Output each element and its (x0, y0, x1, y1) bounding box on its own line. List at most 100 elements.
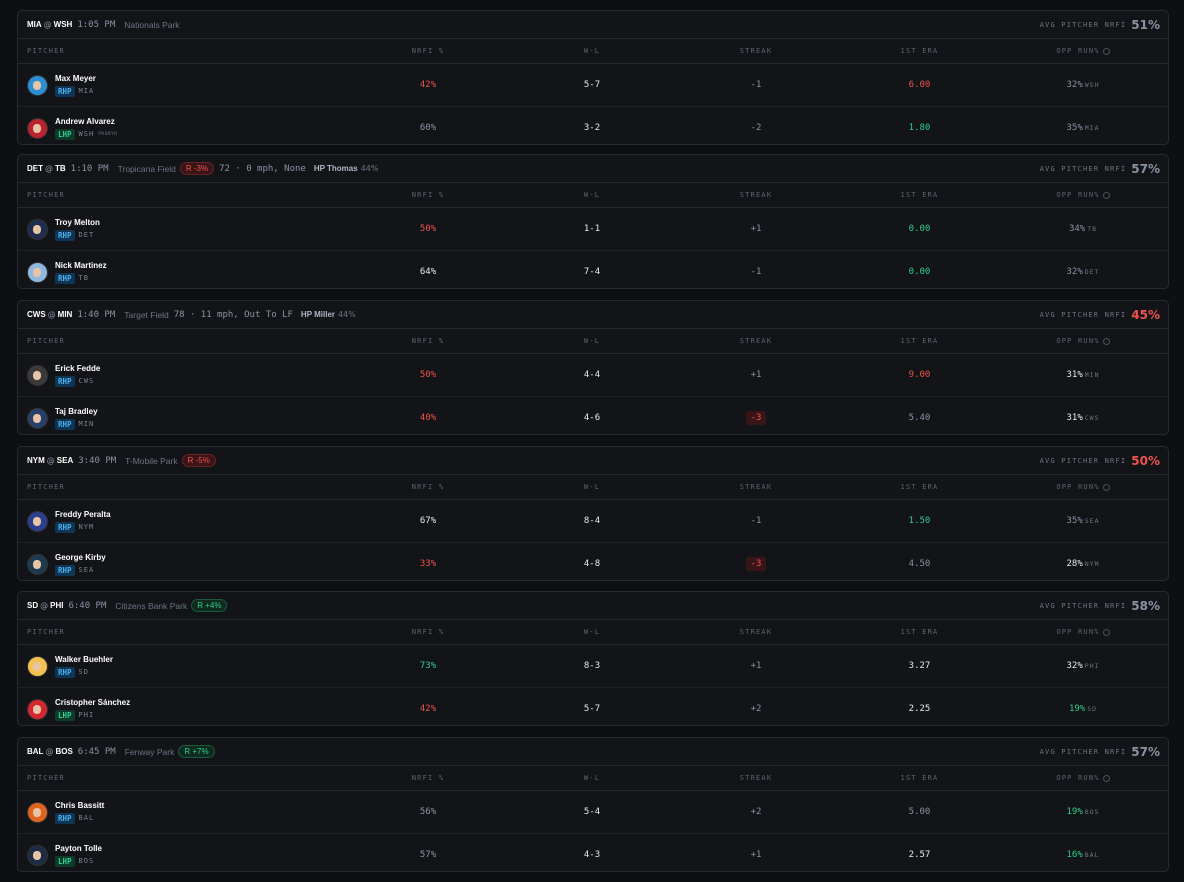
avg-label: AVG PITCHER NRFI (1039, 601, 1127, 610)
streak-cell: +1 (669, 661, 843, 671)
pitcher-team: SEA (78, 566, 95, 574)
nrfi-pct: 73% (419, 661, 437, 671)
game-header: NYM @ SEA 3:40 PM T-Mobile Park R -5% AVG PITC… (18, 447, 1168, 475)
hand-badge: RHP (55, 229, 75, 241)
era-cell: 0.00 (843, 267, 996, 277)
avg-value: 50% (1131, 453, 1160, 468)
ballpark: Tropicana Field (117, 163, 176, 174)
home-plate-umpire: HP Thomas (313, 164, 358, 173)
avatar (27, 553, 48, 575)
pitcher-sub: LHP PHI (55, 709, 130, 721)
pitcher-cell: Chris Bassitt RHP BAL (18, 801, 341, 824)
opp-run-pct: 19% (1066, 807, 1083, 817)
win-loss: 8-3 (583, 661, 601, 671)
wl-cell: 5-7 (515, 80, 669, 90)
wl-cell: 8-4 (515, 516, 669, 526)
pitcher-row: Payton Tolle LHP BOS 57% 4-3 +1 2.57 16% BAL (18, 833, 1168, 876)
pitcher-sub: RHP DET (55, 229, 100, 241)
pitcher-row: Cristopher Sánchez LHP PHI 42% 5-7 +2 2.25 19% S… (18, 687, 1168, 730)
opp-team: BOS (1084, 808, 1100, 816)
streak: -3 (745, 557, 767, 571)
pitcher-cell: Freddy Peralta RHP NYM (18, 510, 341, 533)
opp-cell: 31% MIN (996, 370, 1170, 380)
streak-cell: -3 (669, 411, 843, 425)
wl-cell: 1-1 (515, 224, 669, 234)
home-team: TB (55, 164, 66, 173)
umpire-pct: 44% (338, 310, 356, 319)
weather: 72 · 0 mph, None (219, 163, 306, 174)
umpire-pct: 44% (360, 164, 379, 173)
opp-run-pct: 32% (1066, 661, 1083, 671)
at-sign: @ (45, 747, 54, 756)
first-era: 2.25 (908, 704, 931, 714)
nrfi-cell: 50% (341, 370, 515, 380)
pitcher-info: Payton Tolle LHP BOS (55, 844, 102, 867)
streak: +1 (750, 370, 762, 380)
column-header: W-L (583, 337, 601, 345)
pitcher-row: Chris Bassitt RHP BAL 56% 5-4 +2 5.00 19% BOS (18, 791, 1168, 833)
opp-team: NYM (1084, 560, 1100, 568)
hand-badge: RHP (55, 272, 75, 284)
pitcher-sub: RHP BAL (55, 812, 104, 824)
nrfi-pct: 60% (419, 123, 437, 133)
avg-label: AVG PITCHER NRFI (1039, 20, 1127, 29)
pitcher-cell: Cristopher Sánchez LHP PHI (18, 698, 341, 721)
pitcher-sub: RHP SEA (55, 564, 106, 576)
home-team: MIN (57, 310, 73, 319)
game-card: CWS @ MIN 1:40 PM Target Field 78 · 11 mph, O… (17, 300, 1169, 435)
column-header: PITCHER (27, 628, 65, 636)
opp-run-pct: 31% (1066, 370, 1083, 380)
hand-badge: RHP (55, 375, 75, 387)
streak: +1 (750, 661, 762, 671)
nrfi-pct: 42% (419, 80, 437, 90)
wl-cell: 8-3 (515, 661, 669, 671)
column-header: 1ST ERA (900, 628, 939, 636)
pitcher-name: Cristopher Sánchez (55, 697, 131, 707)
at-sign: @ (45, 164, 53, 173)
era-cell: 5.40 (843, 413, 996, 423)
opp-team: DET (1084, 268, 1100, 276)
pitcher-team: WSH (78, 130, 95, 138)
home-team: BOS (55, 747, 73, 756)
column-header: NRFI % (411, 774, 445, 782)
pitcher-team: PHI (78, 711, 95, 719)
pitcher-sub: RHP SD (55, 666, 113, 678)
nrfi-pct: 40% (419, 413, 437, 423)
ballpark: T-Mobile Park (125, 455, 178, 466)
wl-cell: 3-2 (515, 123, 669, 133)
win-loss: 5-4 (583, 807, 601, 817)
pitcher-row: Taj Bradley RHP MIN 40% 4-6 -3 5.40 31% CWS (18, 396, 1168, 439)
win-loss: 5-7 (583, 80, 601, 90)
win-loss: 4-3 (583, 850, 601, 860)
column-headers: PITCHER NRFI % W-L STREAK 1ST ERA OPP RUN% (18, 766, 1168, 791)
info-icon (1102, 774, 1110, 782)
away-team: BAL (27, 747, 44, 756)
away-team: NYM (27, 456, 45, 465)
pitcher-team: CWS (78, 377, 95, 385)
umpire-badge: R +7% (178, 745, 215, 758)
column-header: OPP RUN% (996, 191, 1170, 199)
column-header: OPP RUN% (996, 47, 1170, 55)
avatar (27, 364, 48, 386)
streak-cell: +2 (669, 807, 843, 817)
wl-cell: 7-4 (515, 267, 669, 277)
avatar (27, 844, 48, 866)
home-team: WSH (53, 20, 73, 29)
opp-team: CWS (1084, 414, 1100, 422)
pitcher-cell: Andrew Alvarez LHP WSH PROBYR (18, 117, 341, 140)
game-header: MIA @ WSH 1:05 PM Nationals Park AVG PITCHER … (18, 11, 1168, 39)
game-time: 1:05 PM (77, 19, 116, 30)
win-loss: 5-7 (583, 704, 601, 714)
info-icon (1102, 628, 1110, 636)
column-header: STREAK (739, 191, 773, 199)
nrfi-cell: 50% (341, 224, 515, 234)
hand-badge: RHP (55, 812, 75, 824)
first-era: 1.80 (908, 123, 931, 133)
wl-cell: 5-4 (515, 807, 669, 817)
opp-run-pct: 32% (1066, 267, 1083, 277)
column-header: PITCHER (27, 337, 65, 345)
hand-badge: RHP (55, 85, 75, 97)
pitcher-name: Max Meyer (55, 73, 96, 83)
opp-cell: 19% SD (996, 704, 1170, 714)
game-header: DET @ TB 1:10 PM Tropicana Field R -3% 72 · 0 … (18, 155, 1168, 183)
